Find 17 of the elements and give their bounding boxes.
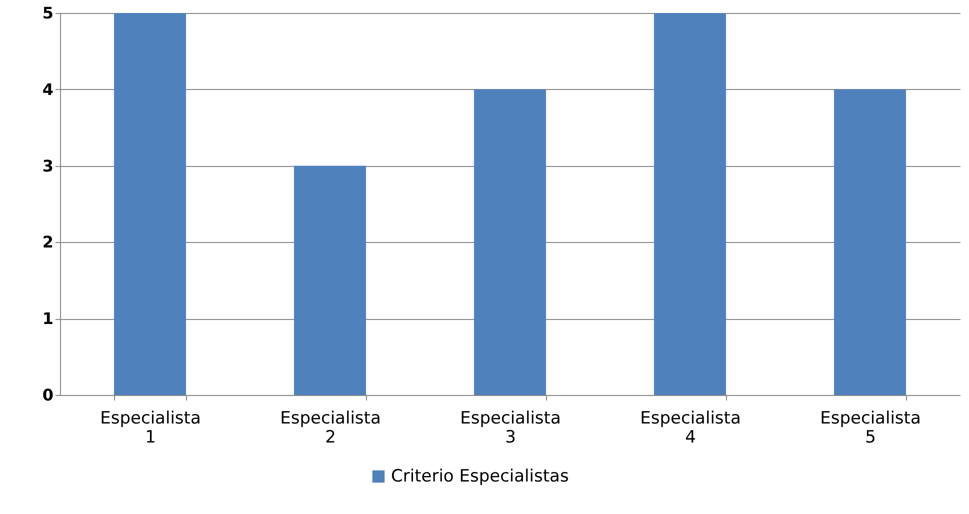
x-tick-label: Especialista 5: [820, 408, 921, 448]
x-tick-label: Especialista 2: [280, 408, 381, 448]
bar: [294, 166, 366, 395]
y-tick-label: 1: [42, 309, 54, 328]
x-tick-label: Especialista 1: [100, 408, 201, 448]
y-tick-label: 3: [42, 156, 54, 176]
y-tick-label: 4: [42, 80, 54, 99]
y-tick-label: 2: [42, 232, 54, 252]
bar: [114, 13, 186, 395]
x-tick-label: Especialista 4: [640, 408, 741, 448]
x-tick-label: Especialista 3: [460, 408, 561, 448]
bar: [474, 89, 546, 395]
legend-label: Criterio Especialistas: [391, 466, 569, 486]
y-tick-label: 5: [42, 4, 54, 22]
y-tick-label: 0: [42, 386, 54, 404]
bar: [834, 89, 906, 395]
bar: [654, 13, 726, 395]
